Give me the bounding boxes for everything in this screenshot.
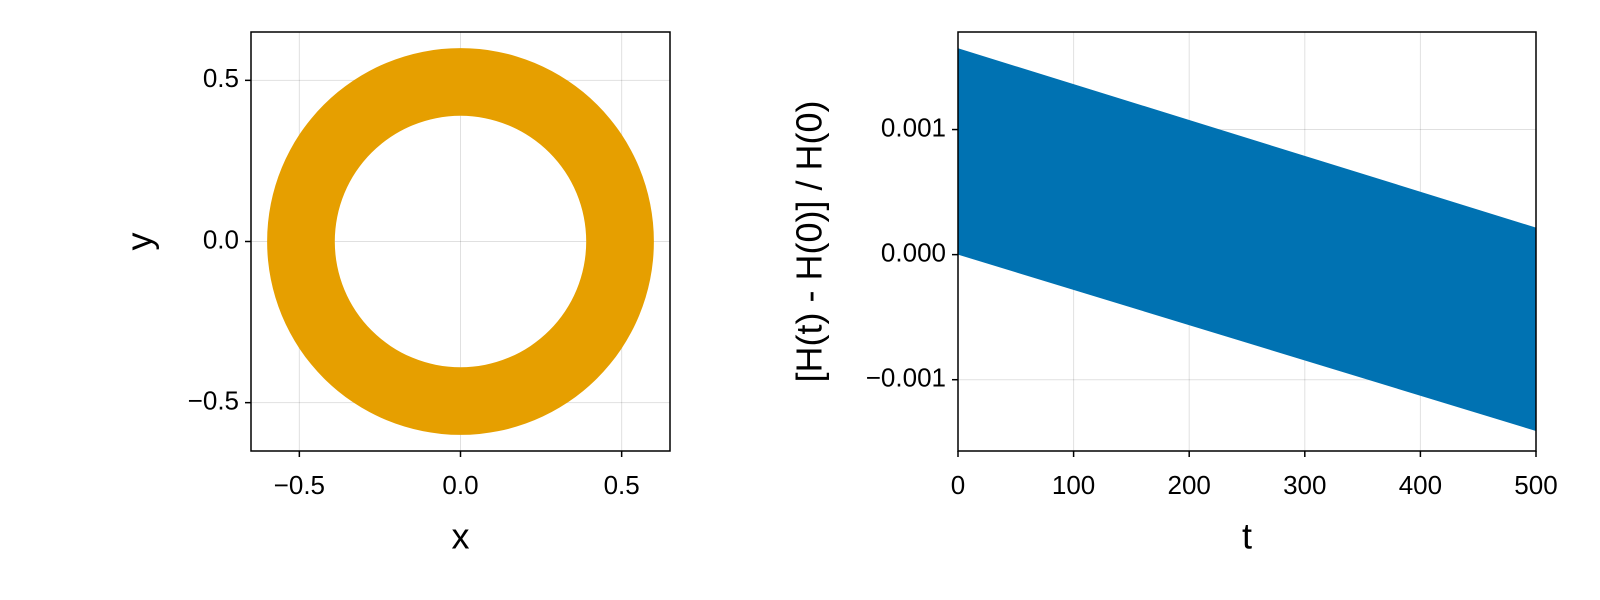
orbit-ring [267,48,654,435]
x-tick-label: 0.0 [442,470,478,500]
x-tick-label: −0.5 [274,470,325,500]
y-tick-label: 0.5 [203,63,239,93]
y-tick-label: 0.001 [881,112,946,142]
y-axis-label: y [119,233,160,251]
axes-frame [250,31,671,452]
x-tick-label: 100 [1052,470,1095,500]
y-tick-label: −0.001 [866,363,946,393]
subplot: −0.5 0.0 0.5 −0.5 0.0 0.5 x y [119,31,671,557]
x-tick-label: 500 [1514,470,1557,500]
x-tick-label: 200 [1168,470,1211,500]
y-tick-label: 0.0 [203,224,239,254]
y-tick-label: −0.5 [188,386,239,416]
x-tick-label: 0 [951,470,965,500]
x-axis-label: t [1242,516,1252,557]
x-tick-label: 0.5 [604,470,640,500]
y-tick-label: 0.000 [881,238,946,268]
energy-error-band [958,48,1536,431]
x-axis-label: x [452,516,470,557]
y-axis-label: [H(t) - H(0)] / H(0) [789,101,830,383]
x-tick-label: 300 [1283,470,1326,500]
axes-frame [957,31,1537,452]
subplot: 0 100 200 300 400 500 −0.001 0.000 0.001 t [H(t) -… [789,31,1558,557]
x-tick-label: 400 [1399,470,1442,500]
